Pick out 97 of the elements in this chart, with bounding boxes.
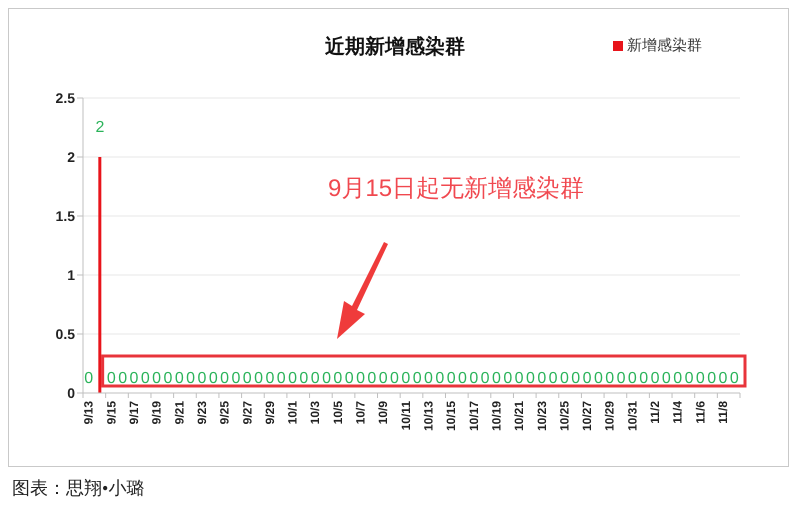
data-label: 0	[503, 370, 512, 387]
y-tick-label: 2.5	[56, 90, 76, 106]
x-tick-label: 10/23	[534, 400, 549, 432]
data-label: 0	[424, 370, 434, 387]
legend-label: 新增感染群	[627, 38, 702, 54]
x-tick-label: 10/19	[489, 400, 504, 432]
data-label: 0	[164, 370, 173, 387]
data-label: 0	[514, 370, 524, 387]
x-tick-label: 9/25	[218, 400, 232, 424]
x-tick-label: 10/17	[466, 400, 481, 432]
data-label: 0	[333, 370, 342, 387]
x-tick-label: 10/13	[421, 400, 436, 432]
data-label: 0	[299, 370, 308, 387]
data-label: 0	[526, 370, 535, 387]
data-label: 0	[548, 370, 558, 387]
data-label: 0	[265, 370, 274, 387]
data-label: 0	[276, 370, 286, 387]
x-tick-label: 10/3	[308, 400, 322, 424]
data-label: 0	[186, 370, 196, 387]
data-label: 0	[140, 370, 150, 387]
data-label: 0	[639, 370, 648, 387]
data-label: 0	[152, 370, 162, 387]
data-label: 0	[242, 370, 252, 387]
annotation: 9月15日起无新增感染群	[328, 174, 584, 204]
data-label: 0	[390, 370, 400, 387]
x-tick-label: 10/31	[625, 400, 640, 432]
data-label: 0	[220, 370, 230, 387]
x-tick-label: 10/29	[602, 400, 617, 432]
x-tick-label: 10/7	[354, 400, 368, 424]
data-label: 0	[446, 370, 456, 387]
data-label: 0	[344, 370, 354, 387]
data-label: 0	[435, 370, 444, 387]
data-label: 0	[130, 370, 139, 387]
data-label: 0	[254, 370, 264, 387]
y-tick-label: 2	[67, 148, 76, 165]
x-tick-label: 10/15	[444, 400, 458, 432]
x-tick-label: 11/4	[670, 400, 685, 424]
x-tick-label: 10/9	[376, 400, 390, 424]
data-label: 0	[480, 370, 490, 387]
x-tick-label: 9/17	[126, 400, 141, 424]
y-tick-label: 1.5	[56, 208, 76, 224]
data-label: 0	[684, 370, 694, 387]
data-label: 0	[197, 370, 206, 387]
data-label: 0	[310, 370, 320, 387]
data-label: 0	[356, 370, 366, 387]
data-label: 0	[707, 370, 716, 387]
x-tick-label: 10/25	[557, 400, 572, 432]
x-tick-label: 9/23	[194, 400, 209, 424]
data-label: 0	[673, 370, 682, 387]
x-tick-label: 11/6	[693, 400, 708, 424]
data-label: 0	[662, 370, 671, 387]
x-tick-label: 11/2	[648, 400, 662, 424]
data-label: 0	[718, 370, 728, 387]
y-tick-label: 1	[67, 266, 76, 283]
x-tick-label: 10/5	[330, 400, 345, 424]
x-tick-label: 10/1	[286, 400, 300, 424]
x-tick-label: 9/21	[172, 400, 186, 424]
data-label: 0	[367, 370, 376, 387]
data-label: 0	[696, 370, 705, 387]
x-tick-label: 9/29	[262, 400, 277, 424]
x-tick-label: 9/27	[240, 400, 254, 424]
x-tick-label: 9/15	[104, 400, 118, 424]
x-tick-label: 11/8	[716, 400, 730, 424]
data-label: 0	[537, 370, 546, 387]
data-label: 0	[582, 370, 592, 387]
data-label: 0	[322, 370, 332, 387]
x-tick-label: 10/11	[398, 400, 413, 430]
data-label: 0	[378, 370, 388, 387]
data-label: 0	[560, 370, 569, 387]
data-label: 2	[96, 118, 105, 136]
data-label: 0	[118, 370, 128, 387]
y-tick-label: 0	[67, 384, 76, 401]
data-label: 0	[401, 370, 410, 387]
data-label: 0	[492, 370, 502, 387]
text: 图表：思翔•小璐	[12, 477, 144, 500]
chart-title: 近期新增感染群	[325, 36, 465, 58]
data-label: 0	[106, 370, 116, 387]
data-label: 0	[84, 370, 94, 387]
data-label: 0	[231, 370, 240, 387]
data-label: 0	[616, 370, 626, 387]
x-tick-label: 10/21	[512, 400, 526, 432]
data-label: 0	[208, 370, 218, 387]
x-tick-label: 10/27	[580, 400, 594, 432]
data-label: 0	[469, 370, 478, 387]
data-label: 0	[628, 370, 637, 387]
data-label: 0	[730, 370, 739, 387]
y-tick-label: 0.5	[56, 326, 76, 342]
x-tick-label: 9/13	[82, 400, 96, 424]
data-label: 0	[594, 370, 603, 387]
data-label: 0	[412, 370, 422, 387]
data-label: 0	[650, 370, 660, 387]
data-label: 0	[174, 370, 184, 387]
data-label: 0	[571, 370, 580, 387]
data-label: 0	[288, 370, 298, 387]
data-label: 0	[458, 370, 468, 387]
x-tick-label: 9/19	[150, 400, 164, 424]
data-label: 0	[605, 370, 614, 387]
